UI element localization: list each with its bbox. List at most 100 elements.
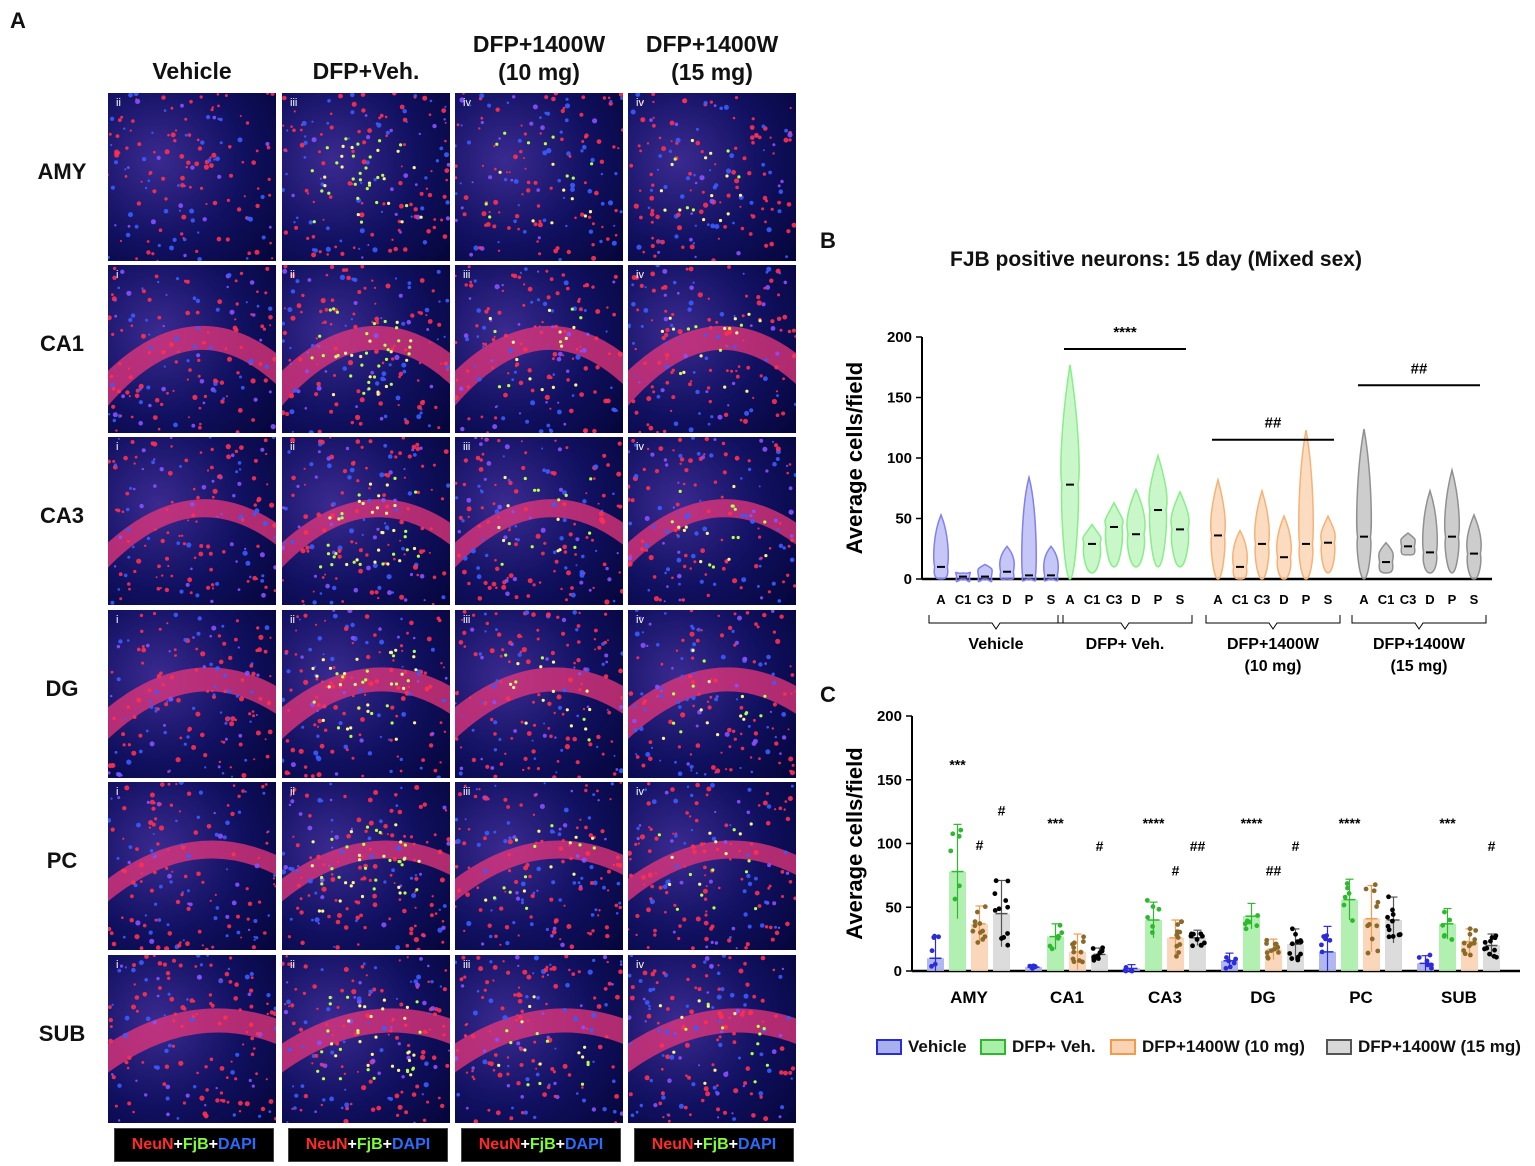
data-point — [1425, 962, 1431, 968]
row-label: DG — [45, 676, 79, 701]
data-point — [1243, 926, 1249, 932]
data-point — [1224, 955, 1229, 960]
x-tick-label: A — [1213, 592, 1223, 607]
data-point — [1447, 917, 1453, 923]
micrograph-tile: ii — [282, 782, 450, 950]
data-point — [992, 891, 998, 897]
panel-c-bar-chart: 0 50 100 150 200 Average cells/field AMY CA1 CA3… — [842, 708, 1520, 1007]
data-point — [1272, 941, 1278, 947]
column-header: DFP+1400W (15 mg) — [645, 31, 779, 85]
data-point — [1390, 907, 1395, 913]
data-point — [993, 878, 999, 884]
data-point — [1461, 940, 1467, 946]
micrograph-tile: ii — [282, 955, 450, 1123]
data-point — [1319, 949, 1325, 955]
data-point — [1441, 933, 1447, 939]
data-point — [1264, 941, 1269, 946]
micrograph-tile: i — [108, 437, 276, 605]
data-point — [1427, 952, 1433, 958]
data-point — [1145, 915, 1151, 920]
tile-numeral: iv — [636, 786, 644, 798]
data-point — [1123, 965, 1129, 970]
data-point — [1327, 937, 1333, 943]
group-label: (10 mg) — [1245, 658, 1302, 675]
data-point — [1175, 929, 1180, 935]
micrograph-tile: iv — [628, 955, 796, 1123]
tile-numeral: iv — [636, 614, 644, 626]
micrograph-tile: iii — [455, 437, 623, 605]
violin — [933, 512, 949, 580]
data-point — [1005, 942, 1011, 948]
data-point — [1178, 919, 1184, 925]
tile-numeral: iv — [636, 97, 644, 109]
data-point — [1090, 946, 1096, 951]
data-point — [1467, 931, 1473, 937]
data-point — [1055, 933, 1061, 939]
x-tick-label: C1 — [955, 592, 972, 607]
x-tick-label: S — [1176, 592, 1185, 607]
data-point — [1363, 886, 1369, 892]
row-label: CA1 — [39, 331, 84, 356]
data-point — [1190, 943, 1195, 949]
group-bracket — [1351, 615, 1487, 630]
data-point — [1440, 922, 1446, 928]
micrograph-tile: iii — [455, 610, 623, 778]
data-point — [929, 948, 935, 954]
significance-mark: *** — [1439, 815, 1456, 831]
x-tick-label: CA3 — [1148, 988, 1182, 1007]
y-axis-label: Average cells/field — [842, 362, 867, 554]
x-tick-label: AMY — [950, 988, 988, 1007]
data-point — [1341, 902, 1347, 908]
row-label: PC — [46, 848, 78, 873]
tile-numeral: iv — [463, 97, 471, 109]
data-point — [1389, 918, 1395, 924]
violin — [1210, 476, 1226, 580]
stain-legend: NeuN + FjB + DAPI — [461, 1128, 621, 1162]
violin — [1043, 545, 1059, 582]
significance-mark: # — [1096, 838, 1104, 854]
data-point — [975, 940, 981, 945]
data-point — [982, 904, 988, 910]
y-tick-label: 150 — [877, 772, 902, 789]
tile-numeral: iii — [290, 97, 298, 109]
group-label: Vehicle — [968, 636, 1023, 653]
significance-mark: # — [976, 837, 984, 853]
data-point — [970, 928, 976, 934]
violin — [1104, 501, 1124, 568]
tile-numeral: i — [116, 441, 119, 453]
y-tick-label: 50 — [885, 899, 902, 916]
data-point — [974, 909, 980, 915]
violin — [1320, 514, 1336, 574]
bar — [949, 871, 966, 971]
data-point — [977, 921, 983, 926]
data-point — [1198, 942, 1204, 948]
tile-numeral: iii — [463, 614, 471, 626]
data-point — [1344, 881, 1350, 886]
data-point — [1175, 935, 1181, 940]
data-point — [1429, 965, 1434, 971]
data-point — [1194, 937, 1200, 942]
tile-numeral: ii — [290, 441, 295, 453]
data-point — [1371, 888, 1377, 894]
data-point — [1492, 947, 1497, 953]
data-point — [977, 930, 983, 935]
x-tick-label: D — [1279, 592, 1288, 607]
micrograph-tile: i — [108, 610, 276, 778]
row-label: AMY — [37, 159, 87, 184]
data-point — [1123, 968, 1129, 974]
legend-swatch — [980, 1039, 1006, 1055]
data-point — [1226, 958, 1232, 964]
x-tick-label: C1 — [1378, 592, 1395, 607]
x-tick-label: P — [1302, 592, 1311, 607]
x-tick-label: C3 — [1254, 592, 1271, 607]
data-point — [1071, 959, 1077, 965]
x-tick-label: P — [1025, 592, 1034, 607]
significance-mark: ## — [1266, 862, 1282, 878]
stain-legend: NeuN + FjB + DAPI — [114, 1128, 274, 1162]
data-point — [1428, 962, 1434, 968]
violin — [1378, 541, 1394, 574]
violin — [1082, 523, 1102, 574]
data-point — [1174, 953, 1179, 959]
group-label: DFP+ Veh. — [1086, 636, 1165, 653]
data-point — [1287, 951, 1293, 956]
